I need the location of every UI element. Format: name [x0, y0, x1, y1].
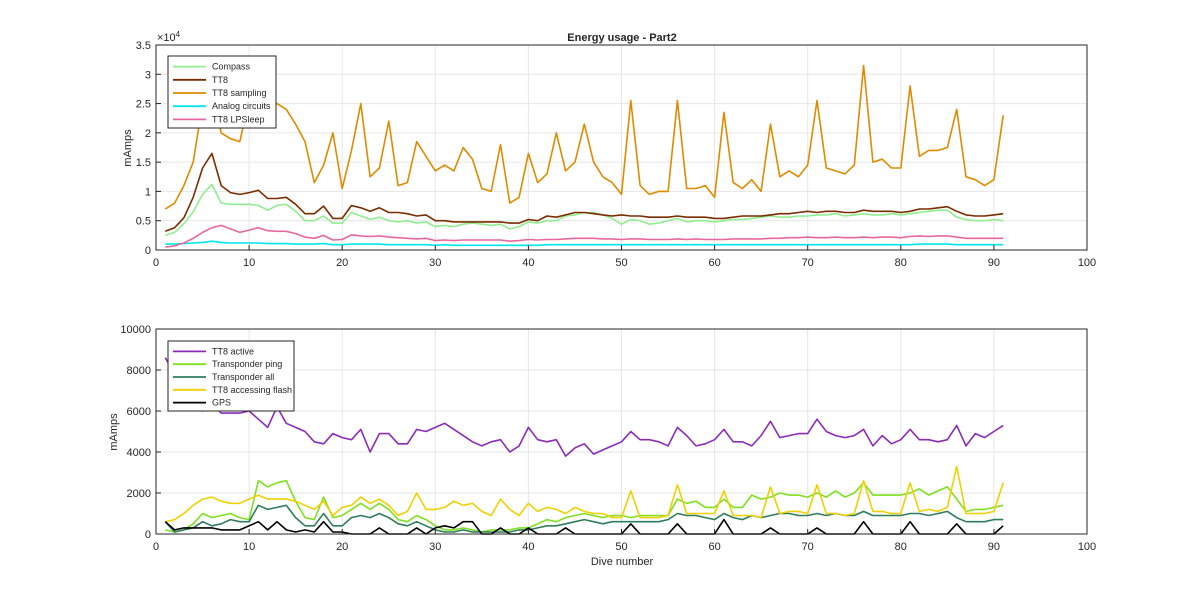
top-axes: 0 10 20 30 40 50 60 70 80 90 100 0 0.5 1 1.5 2 2.5 3 3.5 E…	[122, 30, 1096, 269]
top-legend-label: Compass	[212, 62, 251, 72]
bottom-x-tick-label: 50	[615, 541, 627, 553]
bottom-x-tick-label: 0	[153, 541, 159, 553]
top-y-tick-label: 0	[145, 245, 151, 257]
top-y-tick-label: 1.5	[136, 157, 151, 169]
top-series-analog-circuits	[165, 240, 1004, 247]
bottom-ticks: 0 10 20 30 40 50 60 70 80 90 100 0 2000 4000 6000 8000 1…	[120, 324, 1096, 553]
top-x-tick-label: 50	[615, 257, 627, 269]
bottom-y-tick-label: 4000	[127, 447, 151, 459]
bottom-legend: TT8 active Transponder ping Transponder al…	[167, 340, 295, 412]
bottom-y-tick-label: 6000	[127, 406, 151, 418]
bottom-x-tick-label: 70	[802, 541, 814, 553]
top-x-tick-label: 40	[522, 257, 534, 269]
bottom-x-tick-label: 30	[429, 541, 441, 553]
bottom-x-tick-label: 20	[336, 541, 348, 553]
top-x-tick-label: 100	[1078, 257, 1096, 269]
top-y-tick-label: 0.5	[136, 216, 151, 228]
bottom-legend-label: Transponder ping	[212, 359, 282, 369]
top-y-tick-label: 2	[145, 128, 151, 140]
top-x-tick-label: 20	[336, 257, 348, 269]
bottom-series-tt8-accessing-flash	[165, 465, 1004, 523]
bottom-y-axis-label: mAmps	[108, 413, 120, 451]
top-legend-label: TT8	[212, 75, 228, 85]
top-exponent-label: ×104	[157, 30, 181, 44]
top-x-tick-label: 60	[708, 257, 720, 269]
exponent-power: 4	[176, 30, 181, 39]
bottom-x-tick-label: 10	[243, 541, 255, 553]
exponent-base: ×10	[157, 32, 176, 44]
top-y-tick-label: 1	[145, 186, 151, 198]
top-y-tick-label: 2.5	[136, 99, 151, 111]
top-x-tick-label: 10	[243, 257, 255, 269]
top-x-tick-label: 80	[895, 257, 907, 269]
top-series-tt8-lpsleep	[165, 224, 1004, 248]
top-legend: Compass TT8 TT8 sampling Analog circuits TT8…	[167, 55, 277, 129]
top-x-tick-label: 30	[429, 257, 441, 269]
top-ticks: 0 10 20 30 40 50 60 70 80 90 100 0 0.5 1 1.5 2 2.5 3 3.5	[136, 40, 1096, 269]
bottom-y-tick-label: 2000	[127, 488, 151, 500]
top-legend-label: TT8 LPSleep	[212, 114, 265, 124]
top-y-tick-label: 3.5	[136, 40, 151, 52]
bottom-legend-label: Transponder all	[212, 372, 274, 382]
chart-title: Energy usage - Part2	[567, 32, 676, 44]
top-x-tick-label: 0	[153, 257, 159, 269]
bottom-x-axis-label: Dive number	[591, 556, 654, 568]
bottom-x-tick-label: 60	[708, 541, 720, 553]
top-legend-label: TT8 sampling	[212, 88, 267, 98]
bottom-x-tick-label: 100	[1078, 541, 1096, 553]
top-y-axis-label: mAmps	[122, 129, 134, 167]
top-series-tt8	[165, 152, 1004, 233]
bottom-x-tick-label: 90	[988, 541, 1000, 553]
top-series-tt8-sampling	[164, 64, 1004, 210]
top-x-tick-label: 90	[988, 257, 1000, 269]
top-y-tick-label: 3	[145, 69, 151, 81]
top-series	[164, 64, 1004, 248]
bottom-axes: 0 10 20 30 40 50 60 70 80 90 100 0 2000 4000 6000 8000 1…	[108, 324, 1096, 568]
top-x-tick-label: 70	[802, 257, 814, 269]
bottom-legend-box	[167, 340, 295, 412]
bottom-y-tick-label: 8000	[127, 365, 151, 377]
bottom-x-tick-label: 80	[895, 541, 907, 553]
bottom-series-tt8-active	[164, 357, 1004, 457]
bottom-legend-label: TT8 active	[212, 346, 254, 356]
bottom-x-tick-label: 40	[522, 541, 534, 553]
bottom-series-transponder-all	[164, 504, 1004, 533]
bottom-legend-label: TT8 accessing flash	[212, 385, 292, 395]
top-legend-label: Analog circuits	[212, 101, 271, 111]
bottom-legend-label: GPS	[212, 398, 231, 408]
bottom-y-tick-label: 0	[145, 529, 151, 541]
bottom-y-tick-label: 10000	[120, 324, 151, 336]
top-legend-box	[167, 55, 277, 129]
